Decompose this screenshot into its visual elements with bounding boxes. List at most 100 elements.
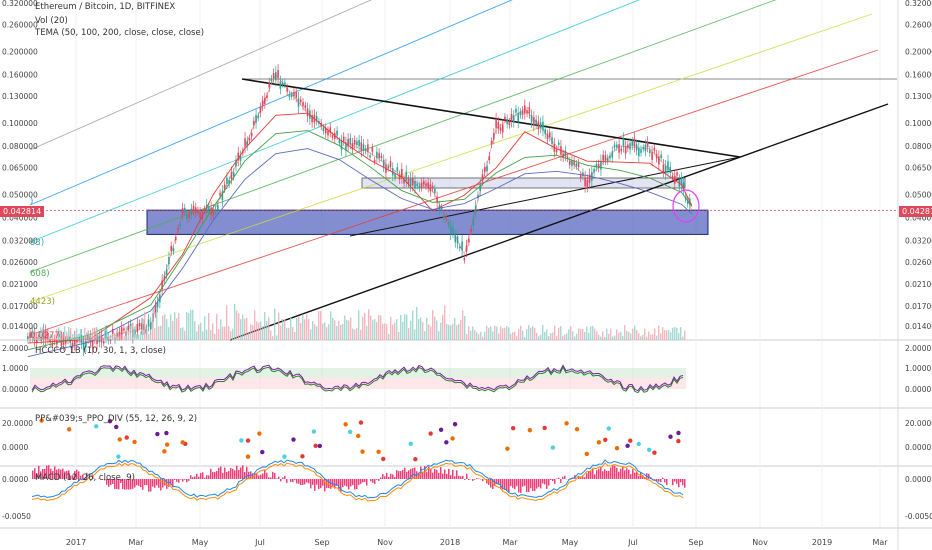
candle-body xyxy=(465,244,468,252)
volume-bar xyxy=(336,325,338,340)
candle-body xyxy=(669,166,672,173)
candle-body xyxy=(539,122,542,129)
candle-body xyxy=(290,94,293,97)
macd-hist xyxy=(450,475,452,479)
candle-body xyxy=(257,115,260,118)
candle-body xyxy=(49,339,51,343)
macd-hist xyxy=(666,479,668,486)
macd-hist xyxy=(476,478,478,479)
candle-body xyxy=(667,161,669,171)
volume-legend: Vol (20) xyxy=(35,16,68,26)
ppo-dot xyxy=(347,429,353,435)
candle-body xyxy=(548,132,551,138)
candle-body xyxy=(427,182,429,188)
ppo-dot xyxy=(408,441,413,447)
candle-body xyxy=(192,205,195,212)
candle-body xyxy=(387,166,390,169)
volume-bar xyxy=(298,316,300,340)
volume-bar xyxy=(140,331,142,340)
fan-label-3: 4423) xyxy=(30,297,55,307)
macd-hist xyxy=(400,471,402,479)
macd-hist xyxy=(40,471,42,479)
volume-bar xyxy=(524,336,526,340)
candle-body xyxy=(526,110,528,114)
macd-hist xyxy=(78,471,80,479)
macd-hist xyxy=(296,479,298,484)
candle-body xyxy=(425,183,427,187)
macd-hist xyxy=(500,479,502,490)
price-tick-label: 0.065000 xyxy=(905,164,932,173)
volume-bar xyxy=(164,314,166,340)
macd-hist xyxy=(564,475,566,479)
volume-bar xyxy=(674,327,676,340)
candle-body xyxy=(452,227,454,234)
candle-body xyxy=(544,129,547,135)
time-tick-label: Mar xyxy=(502,538,518,547)
time-tick-label: Nov xyxy=(752,538,768,547)
macd-hist xyxy=(202,472,204,479)
volume-bar xyxy=(146,329,148,340)
volume-bar xyxy=(640,336,642,340)
volume-bar xyxy=(120,335,122,340)
volume-bar xyxy=(354,329,356,340)
time-tick-label: Sep xyxy=(314,538,329,547)
macd-hist xyxy=(472,479,474,481)
candle-body xyxy=(82,342,85,351)
volume-bar xyxy=(644,328,646,340)
volume-bar xyxy=(112,333,114,340)
volume-bar xyxy=(208,313,210,340)
volume-bar xyxy=(142,317,144,340)
volume-bar xyxy=(290,316,292,340)
candle-body xyxy=(579,175,582,179)
volume-bar xyxy=(564,334,566,340)
volume-bar xyxy=(636,330,638,340)
macd-hist xyxy=(48,465,50,479)
volume-bar xyxy=(484,331,486,340)
volume-bar xyxy=(100,334,102,340)
volume-bar xyxy=(430,326,432,340)
price-tick-label-left: 0.040000 xyxy=(2,214,38,223)
ppo-dot xyxy=(596,440,602,445)
volume-bar xyxy=(38,336,40,340)
price-tick-label: 0.026000 xyxy=(905,258,932,267)
volume-bar xyxy=(420,317,422,340)
macd-hist xyxy=(546,479,548,489)
macd-hist xyxy=(182,479,184,482)
ppo-dot xyxy=(116,454,121,459)
ppo-dot xyxy=(291,437,296,442)
volume-bar xyxy=(452,323,454,340)
candle-body xyxy=(248,138,251,141)
volume-bar xyxy=(668,329,670,340)
volume-bar xyxy=(520,325,522,340)
candle-body xyxy=(640,149,642,153)
volume-bar xyxy=(574,336,576,340)
volume-bar xyxy=(384,323,386,340)
volume-bar xyxy=(566,333,568,340)
macd-hist xyxy=(54,466,56,479)
candle-body xyxy=(506,119,508,125)
volume-bar xyxy=(242,314,244,340)
volume-bar xyxy=(40,327,42,340)
volume-bar xyxy=(248,331,250,340)
volume-bar xyxy=(464,315,466,340)
volume-bar xyxy=(380,315,382,340)
macd-hist xyxy=(338,479,340,491)
volume-bar xyxy=(232,328,234,340)
macd-hist xyxy=(602,471,604,479)
macd-hist xyxy=(226,471,228,479)
volume-bar xyxy=(132,327,134,340)
candle-body xyxy=(405,171,408,181)
volume-bar xyxy=(540,334,542,340)
volume-bar xyxy=(638,333,640,340)
volume-bar xyxy=(518,329,520,340)
macd-hist xyxy=(82,474,84,479)
candle-body xyxy=(170,245,173,252)
ppo-dot xyxy=(636,441,641,447)
volume-bar xyxy=(44,331,46,340)
macd-hist xyxy=(306,479,308,483)
candle-body xyxy=(76,338,78,343)
volume-bar xyxy=(378,314,380,340)
volume-bar xyxy=(386,324,388,340)
volume-bar xyxy=(302,314,304,340)
